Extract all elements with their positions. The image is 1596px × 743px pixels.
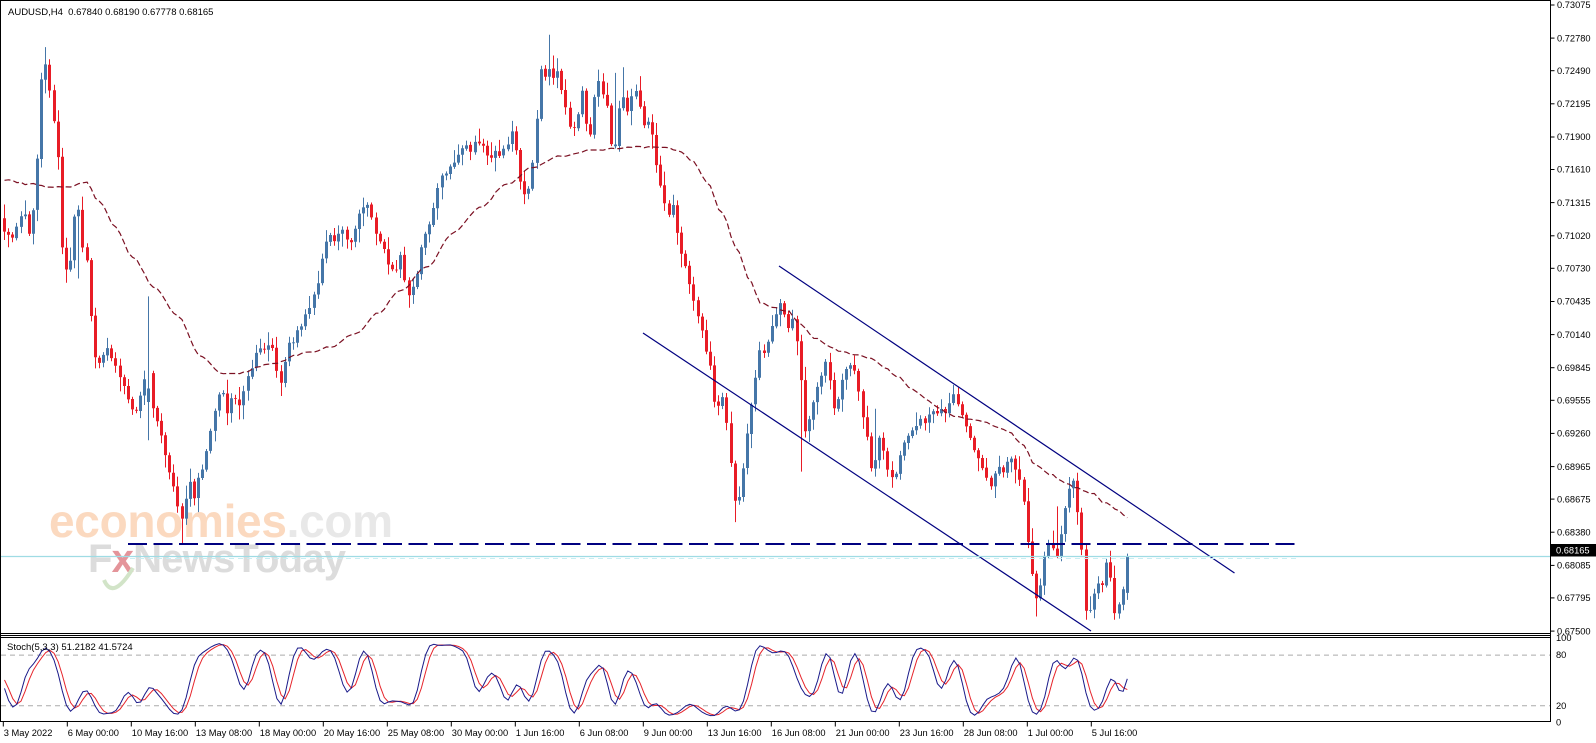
svg-text:0.70730: 0.70730 bbox=[1557, 264, 1591, 274]
svg-text:1 Jul 00:00: 1 Jul 00:00 bbox=[1028, 728, 1074, 738]
svg-text:0.67795: 0.67795 bbox=[1557, 593, 1591, 603]
svg-text:25 May 08:00: 25 May 08:00 bbox=[388, 728, 444, 738]
svg-text:Stoch(5,3,3) 51.2182 41.5724: Stoch(5,3,3) 51.2182 41.5724 bbox=[7, 642, 133, 653]
svg-text:0.71900: 0.71900 bbox=[1557, 132, 1591, 142]
svg-text:20: 20 bbox=[1556, 701, 1566, 711]
svg-text:6 May 00:00: 6 May 00:00 bbox=[68, 728, 119, 738]
svg-text:3 May 2022: 3 May 2022 bbox=[4, 728, 53, 738]
svg-text:23 Jun 16:00: 23 Jun 16:00 bbox=[900, 728, 954, 738]
svg-text:0.72490: 0.72490 bbox=[1557, 66, 1591, 76]
svg-text:0.70140: 0.70140 bbox=[1557, 330, 1591, 340]
svg-text:30 May 00:00: 30 May 00:00 bbox=[452, 728, 508, 738]
svg-text:0.68675: 0.68675 bbox=[1557, 494, 1591, 504]
svg-text:0.71315: 0.71315 bbox=[1557, 198, 1591, 208]
svg-text:28 Jun 08:00: 28 Jun 08:00 bbox=[964, 728, 1018, 738]
svg-text:0: 0 bbox=[1556, 718, 1561, 728]
svg-text:21 Jun 00:00: 21 Jun 00:00 bbox=[836, 728, 890, 738]
svg-text:9 Jun 00:00: 9 Jun 00:00 bbox=[644, 728, 693, 738]
svg-text:20 May 16:00: 20 May 16:00 bbox=[324, 728, 380, 738]
svg-text:5 Jul 16:00: 5 Jul 16:00 bbox=[1092, 728, 1138, 738]
svg-text:0.69555: 0.69555 bbox=[1557, 396, 1591, 406]
svg-text:0.71610: 0.71610 bbox=[1557, 165, 1591, 175]
svg-text:0.73075: 0.73075 bbox=[1557, 0, 1591, 10]
svg-text:0.71020: 0.71020 bbox=[1557, 231, 1591, 241]
svg-text:AUDUSD,H4 0.67840 0.68190 0.6: AUDUSD,H4 0.67840 0.68190 0.67778 0.6816… bbox=[8, 7, 213, 18]
svg-text:0.69260: 0.69260 bbox=[1557, 429, 1591, 439]
svg-text:10 May 16:00: 10 May 16:00 bbox=[132, 728, 188, 738]
svg-text:13 May 08:00: 13 May 08:00 bbox=[196, 728, 252, 738]
svg-text:0.68085: 0.68085 bbox=[1557, 561, 1591, 571]
svg-text:100: 100 bbox=[1556, 633, 1572, 643]
svg-text:16 Jun 08:00: 16 Jun 08:00 bbox=[772, 728, 826, 738]
svg-text:13 Jun 16:00: 13 Jun 16:00 bbox=[708, 728, 762, 738]
svg-text:0.68165: 0.68165 bbox=[1556, 545, 1590, 555]
svg-text:0.68965: 0.68965 bbox=[1557, 462, 1591, 472]
svg-text:0.70435: 0.70435 bbox=[1557, 297, 1591, 307]
svg-text:economies.com: economies.com bbox=[49, 495, 393, 547]
svg-text:0.69845: 0.69845 bbox=[1557, 363, 1591, 373]
svg-text:0.68380: 0.68380 bbox=[1557, 527, 1591, 537]
svg-text:0.72780: 0.72780 bbox=[1557, 33, 1591, 43]
svg-text:0.67500: 0.67500 bbox=[1557, 626, 1591, 636]
svg-text:6 Jun 08:00: 6 Jun 08:00 bbox=[580, 728, 629, 738]
svg-text:18 May 00:00: 18 May 00:00 bbox=[260, 728, 316, 738]
svg-text:1 Jun 16:00: 1 Jun 16:00 bbox=[516, 728, 565, 738]
svg-text:0.72195: 0.72195 bbox=[1557, 99, 1591, 109]
svg-text:80: 80 bbox=[1556, 650, 1566, 660]
